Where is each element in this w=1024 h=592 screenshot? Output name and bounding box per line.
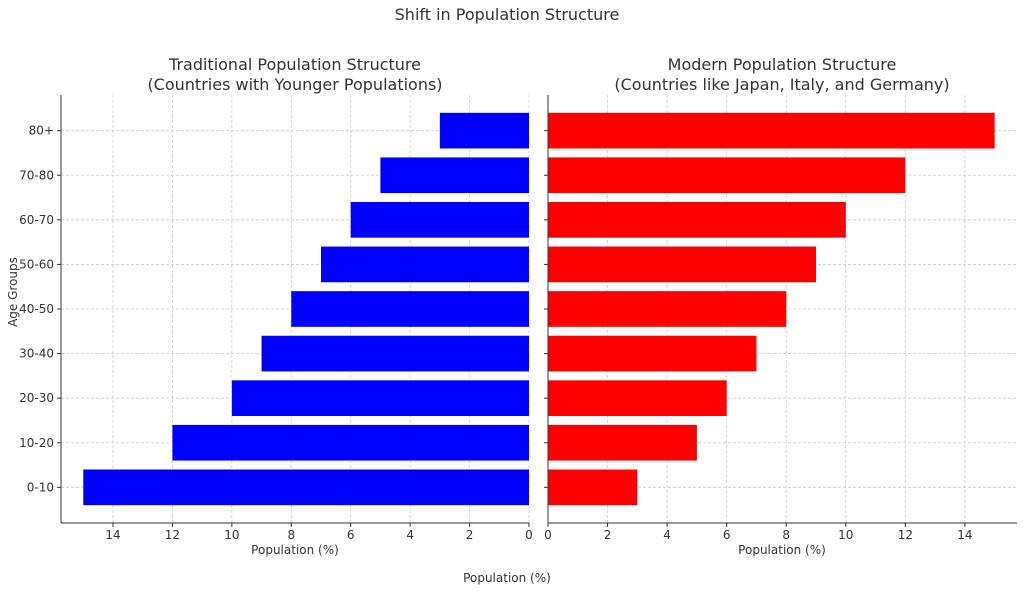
left-x-tick-label: 8 [287, 528, 295, 542]
left-x-tick-label: 10 [224, 528, 239, 542]
right-bar-80+ [548, 112, 995, 149]
left-x-tick-label: 12 [165, 528, 180, 542]
y-tick-label: 20-30 [19, 391, 54, 405]
right-plot-area: 0 2 4 6 8 10 12 14 [544, 95, 1017, 542]
right-bar-10-20 [548, 424, 697, 461]
left-x-axis-label: Population (%) [251, 543, 339, 557]
left-bar-20-30 [231, 380, 529, 416]
right-x-tick-label: 14 [957, 528, 972, 542]
right-bar-40-50 [548, 291, 787, 327]
right-x-tick-label: 6 [723, 528, 731, 542]
right-x-tick-label: 12 [898, 528, 913, 542]
y-tick-label: 40-50 [19, 302, 54, 316]
right-bar-0-10 [548, 469, 638, 506]
right-x-tick-label: 0 [544, 528, 552, 542]
y-tick-label: 80+ [29, 124, 54, 138]
left-bar-60-70 [350, 202, 529, 238]
left-x-tick-label: 0 [525, 528, 533, 542]
left-bar-30-40 [261, 335, 529, 372]
right-bar-60-70 [548, 202, 846, 238]
right-x-axis-label: Population (%) [738, 543, 826, 557]
left-plot-area: 14 12 10 8 6 4 2 0 0-10 10-20 20-30 30-40 40-50 50-60… [19, 95, 533, 542]
left-x-tick-label: 4 [406, 528, 414, 542]
right-x-tick-label: 8 [782, 528, 790, 542]
right-x-tick-label: 4 [663, 528, 671, 542]
right-chart-title-line2: (Countries like Japan, Italy, and German… [614, 75, 949, 94]
right-bar-50-60 [548, 246, 816, 283]
y-tick-label: 0-10 [27, 480, 54, 494]
left-bar-0-10 [83, 469, 530, 506]
y-tick-label: 30-40 [19, 347, 54, 361]
shared-x-axis-label: Population (%) [463, 571, 551, 585]
left-bar-70-80 [380, 157, 529, 194]
left-x-tick-label: 14 [105, 528, 120, 542]
y-tick-label: 70-80 [19, 168, 54, 182]
left-bar-50-60 [321, 246, 529, 283]
left-chart-title-line2: (Countries with Younger Populations) [147, 75, 442, 94]
y-tick-label: 60-70 [19, 213, 54, 227]
right-bar-70-80 [548, 157, 906, 194]
right-x-tick-label: 2 [604, 528, 612, 542]
left-x-tick-label: 2 [466, 528, 474, 542]
left-bar-80+ [439, 112, 529, 149]
left-chart-title-line1: Traditional Population Structure [168, 55, 421, 74]
y-tick-label: 50-60 [19, 257, 54, 271]
figure-title: Shift in Population Structure [395, 5, 620, 24]
right-bar-30-40 [548, 335, 757, 372]
y-tick-label: 10-20 [19, 436, 54, 450]
left-x-tick-label: 6 [347, 528, 355, 542]
left-bar-40-50 [291, 291, 529, 327]
right-bar-20-30 [548, 380, 727, 416]
y-axis-label: Age Groups [6, 257, 20, 327]
left-bar-10-20 [172, 424, 529, 461]
right-chart-title-line1: Modern Population Structure [668, 55, 897, 74]
right-x-tick-label: 10 [838, 528, 853, 542]
